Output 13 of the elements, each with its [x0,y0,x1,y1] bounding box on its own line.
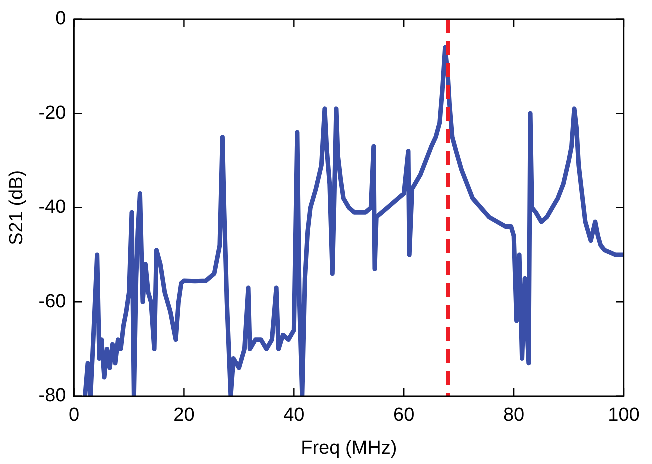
x-tick-label: 60 [394,405,415,426]
y-axis-title: S21 (dB) [6,170,28,246]
y-tick-label: 0 [56,8,66,30]
y-tick-label: -20 [38,102,66,124]
x-tick-label: 0 [68,405,80,426]
x-tick-label: 80 [503,405,525,426]
x-tick-label: 40 [284,405,305,426]
x-tick-label: 20 [174,405,195,426]
x-tick-label: 100 [608,405,640,426]
y-tick-label: -80 [38,386,66,407]
y-tick-label: -40 [38,197,66,218]
x-axis-title: Freq (MHz) [301,438,398,459]
y-tick-label: -60 [38,291,66,312]
